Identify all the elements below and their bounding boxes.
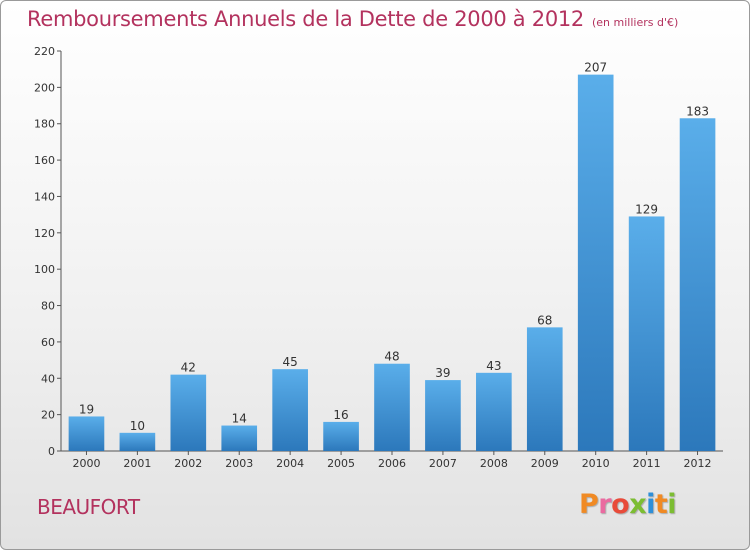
y-tick-label: 100 (34, 263, 55, 276)
proxiti-logo: Proxiti (579, 489, 677, 520)
y-tick-label: 60 (41, 336, 55, 349)
x-tick-label-2002: 2002 (174, 457, 202, 470)
logo-letter: P (579, 489, 599, 520)
y-tick-label: 80 (41, 300, 55, 313)
bar-2004 (272, 369, 308, 451)
y-tick-label: 180 (34, 118, 55, 131)
x-tick-label-2008: 2008 (480, 457, 508, 470)
y-tick-label: 20 (41, 409, 55, 422)
value-label-2001: 10 (130, 419, 145, 433)
x-tick-label-2006: 2006 (378, 457, 406, 470)
value-label-2005: 16 (333, 408, 348, 422)
logo-letter: i (667, 489, 677, 520)
x-tick-label-2001: 2001 (123, 457, 151, 470)
bar-2006 (374, 363, 410, 451)
bar-2000 (68, 416, 105, 451)
x-tick-label-2009: 2009 (531, 457, 559, 470)
y-tick-label: 220 (34, 45, 55, 58)
y-axis: 0 20 40 60 80 100 120 140 160 180 200 220 (34, 45, 62, 458)
x-tick-label-2004: 2004 (276, 457, 304, 470)
bar-2010 (577, 74, 614, 452)
bar-2012 (679, 118, 716, 451)
value-label-2012: 183 (686, 104, 709, 118)
chart-subtitle: (en milliers d'€) (592, 16, 679, 29)
value-label-2007: 39 (435, 366, 450, 380)
value-label-2011: 129 (635, 202, 658, 216)
x-tick-label-2010: 2010 (582, 457, 610, 470)
value-label-2004: 45 (283, 355, 298, 369)
x-axis: 2000 2001 2002 2003 2004 2005 2006 2007 2008 2009… (61, 450, 723, 470)
y-tick-label: 120 (34, 227, 55, 240)
value-label-2009: 68 (537, 313, 552, 327)
logo-letter: i (646, 489, 655, 520)
x-tick-label-2005: 2005 (327, 457, 355, 470)
bar-2007 (425, 380, 461, 451)
x-tick-label-2012: 2012 (684, 457, 712, 470)
chart-title: Remboursements Annuels de la Dette de 20… (27, 7, 678, 31)
chart-title-text: Remboursements Annuels de la Dette de 20… (27, 7, 584, 31)
logo-letter: x (629, 489, 647, 520)
y-tick-label: 0 (48, 445, 55, 458)
y-tick-label: 160 (34, 154, 55, 167)
bar-2005 (323, 421, 359, 451)
bar-2011 (628, 216, 665, 451)
place-name: BEAUFORT (37, 495, 140, 519)
x-tick-label-2003: 2003 (225, 457, 253, 470)
bar-2002 (170, 374, 207, 451)
bar-2003 (221, 425, 258, 451)
value-label-2008: 43 (486, 359, 501, 373)
logo-letter: t (654, 489, 668, 520)
x-tick-label-2007: 2007 (429, 457, 457, 470)
y-tick-label: 40 (41, 372, 55, 385)
value-label-2002: 42 (181, 361, 196, 375)
value-label-2003: 14 (232, 412, 247, 426)
bar-2001 (119, 432, 156, 451)
x-tick-label-2000: 2000 (72, 457, 100, 470)
x-tick-label-2011: 2011 (633, 457, 661, 470)
y-tick-label: 140 (34, 190, 55, 203)
value-label-2010: 207 (584, 61, 607, 75)
y-tick-label: 200 (34, 81, 55, 94)
bar-2009 (526, 327, 563, 451)
bar-2008 (476, 372, 512, 451)
bars: 19 10 42 14 45 16 48 39 43 68 207 129 183 (68, 61, 716, 452)
value-label-2006: 48 (384, 350, 399, 364)
logo-letter: r (598, 489, 612, 520)
value-label-2000: 19 (79, 402, 94, 416)
logo-letter: o (611, 489, 630, 520)
